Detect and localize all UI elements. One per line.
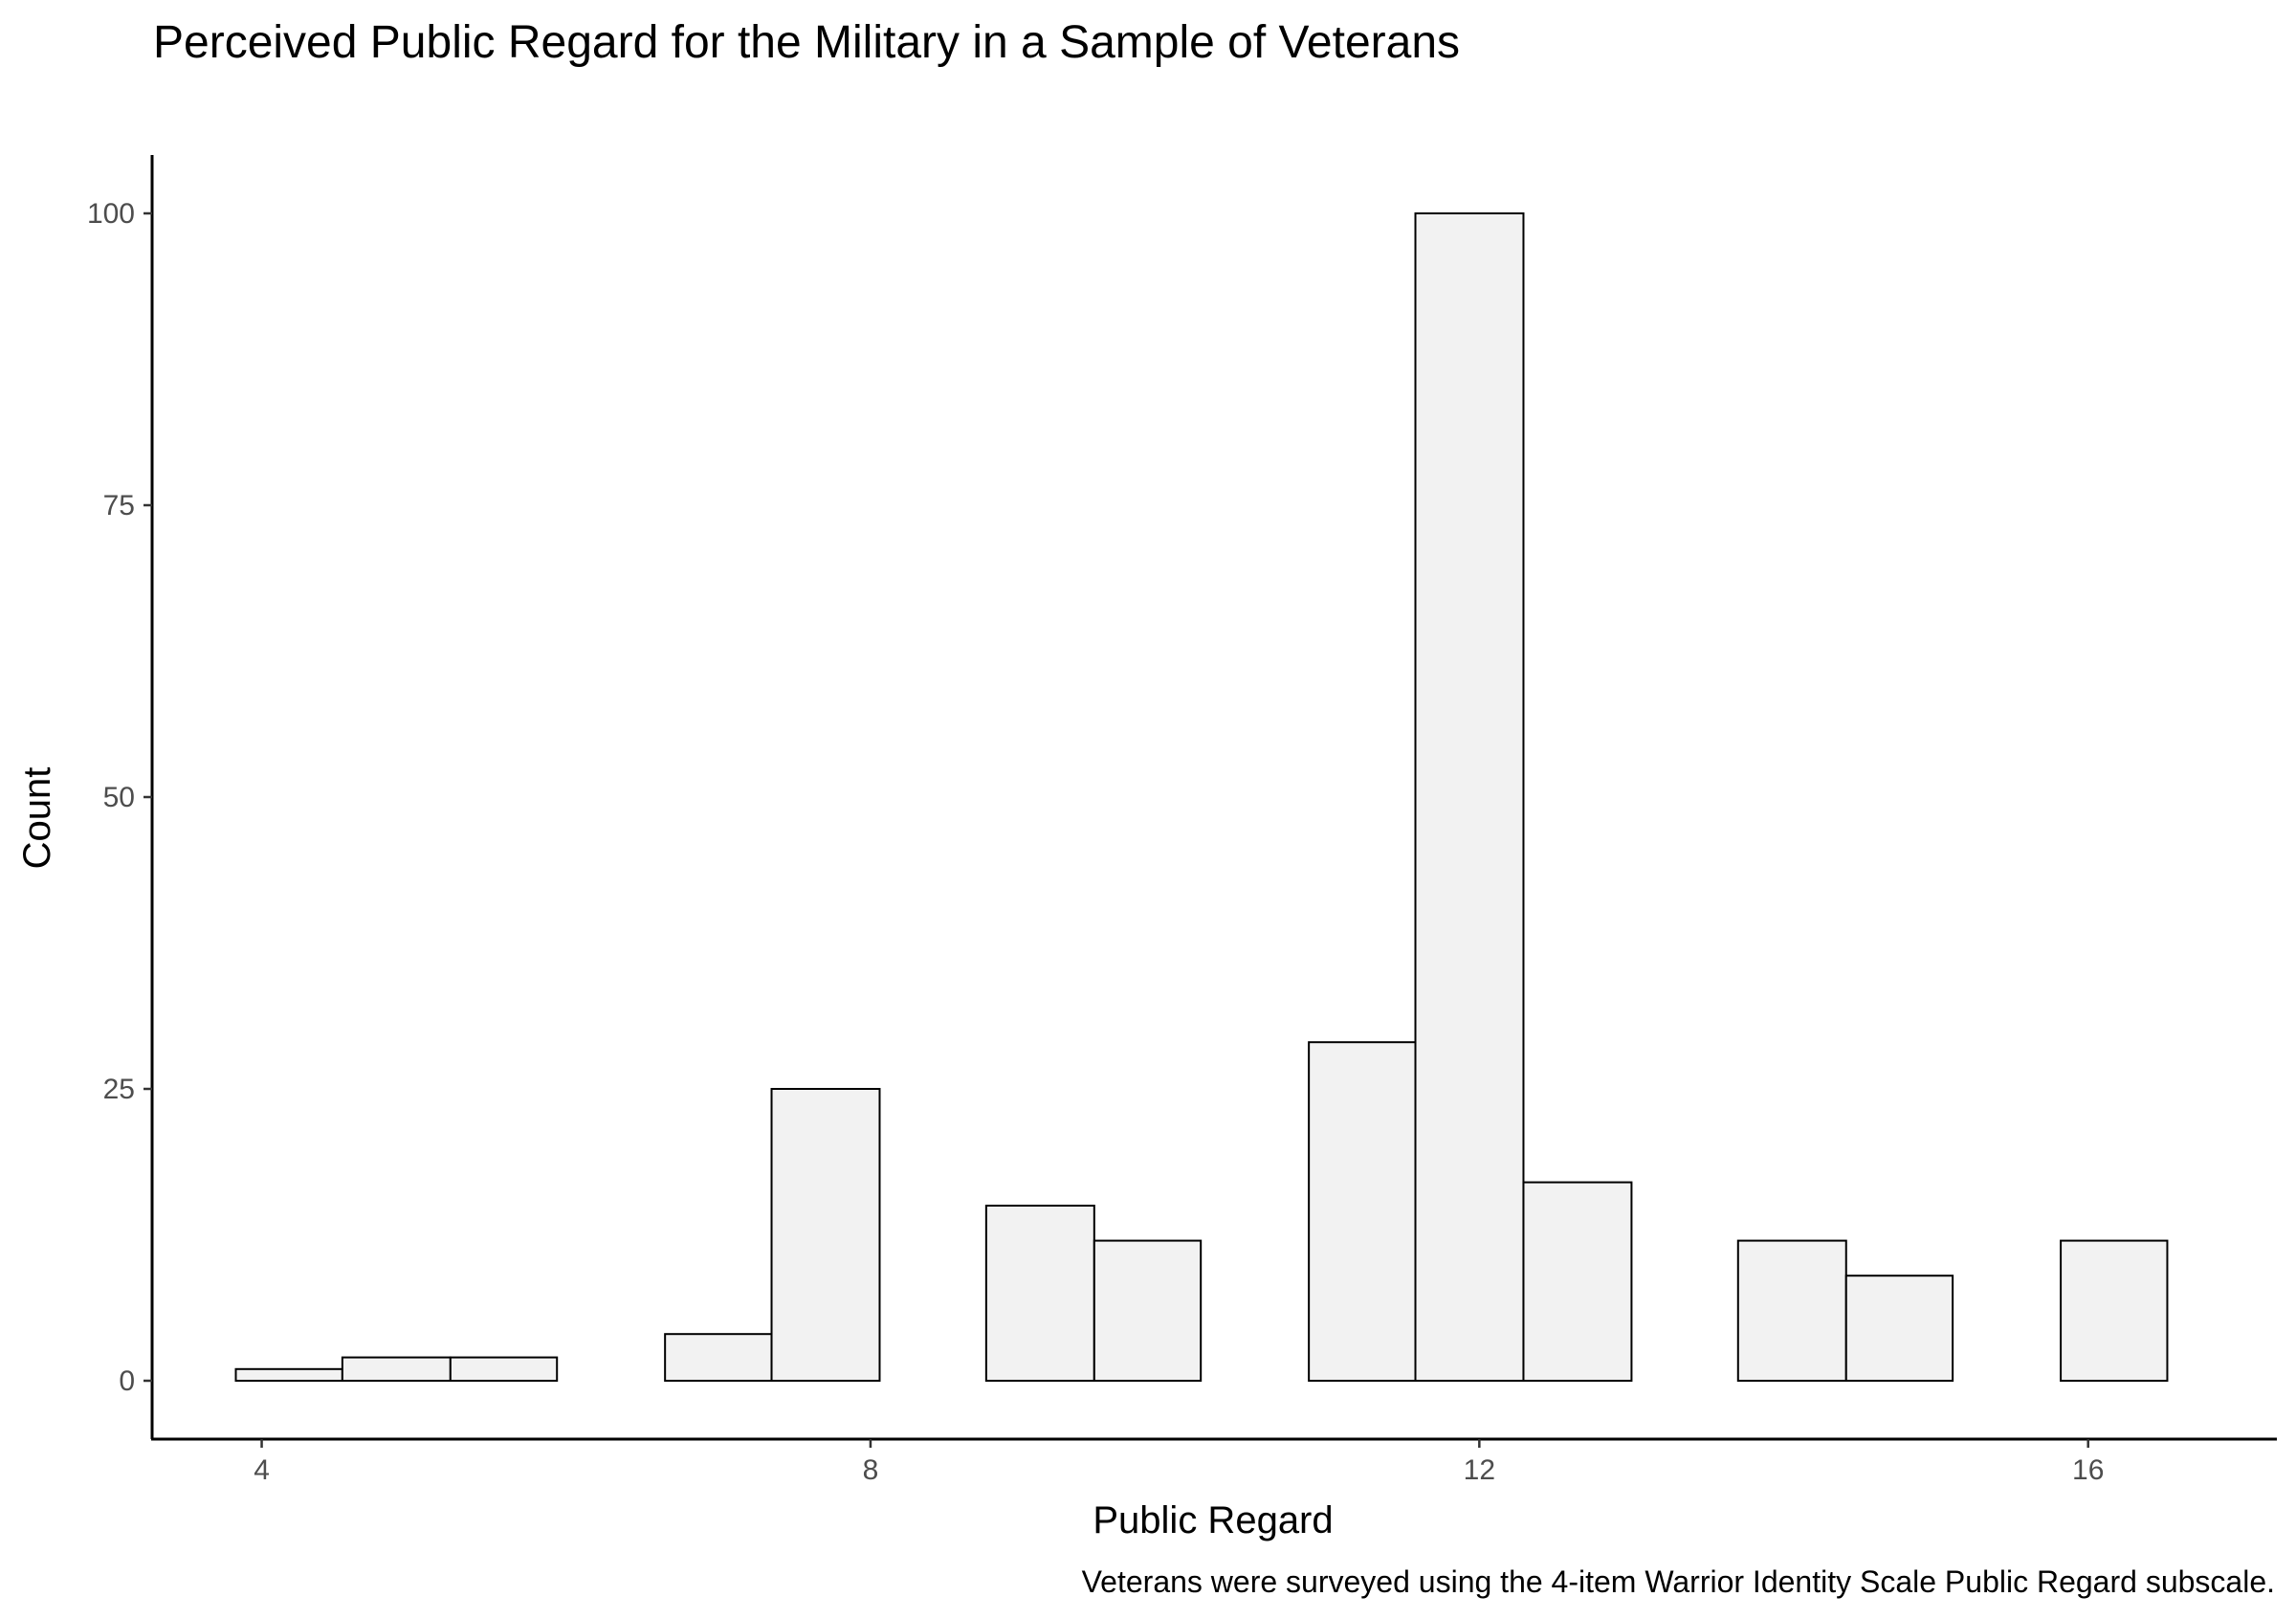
histogram-bar-14 bbox=[1736, 1239, 1847, 1382]
histogram-bar-17 bbox=[2060, 1239, 2169, 1382]
x-tick-label: 16 bbox=[2072, 1454, 2104, 1486]
histogram-bar-10 bbox=[1308, 1041, 1417, 1382]
histogram-bars bbox=[234, 212, 2169, 1383]
y-axis-title: Count bbox=[16, 767, 58, 870]
y-tick-label: 100 bbox=[87, 198, 135, 230]
x-axis-title: Public Regard bbox=[1093, 1499, 1333, 1541]
histogram-bar-15 bbox=[1844, 1275, 1954, 1382]
histogram-bar-12 bbox=[1522, 1181, 1633, 1382]
histogram-bar-5 bbox=[770, 1088, 881, 1382]
histogram-bar-8 bbox=[1093, 1239, 1203, 1382]
axes bbox=[150, 155, 2277, 1441]
histogram-bar-1 bbox=[341, 1356, 452, 1382]
histogram-bar-0 bbox=[234, 1367, 343, 1383]
histogram-bar-2 bbox=[449, 1356, 559, 1382]
histogram-bar-11 bbox=[1414, 212, 1525, 1382]
x-tick-label: 4 bbox=[254, 1454, 270, 1486]
y-tick-label: 50 bbox=[103, 782, 135, 813]
chart-caption: Veterans were surveyed using the 4-item … bbox=[1082, 1564, 2275, 1599]
y-axis-ticks: 0 25 50 75 100 bbox=[87, 198, 152, 1397]
x-tick-label: 12 bbox=[1464, 1454, 1495, 1486]
y-tick-label: 0 bbox=[119, 1365, 135, 1397]
histogram-bar-4 bbox=[664, 1333, 773, 1382]
histogram-bar-7 bbox=[984, 1205, 1095, 1382]
y-tick-label: 25 bbox=[103, 1074, 135, 1105]
x-axis-ticks: 4 8 12 16 bbox=[254, 1439, 2104, 1486]
y-tick-label: 75 bbox=[103, 490, 135, 521]
x-tick-label: 8 bbox=[863, 1454, 879, 1486]
chart-title: Perceived Public Regard for the Military… bbox=[153, 17, 1460, 68]
